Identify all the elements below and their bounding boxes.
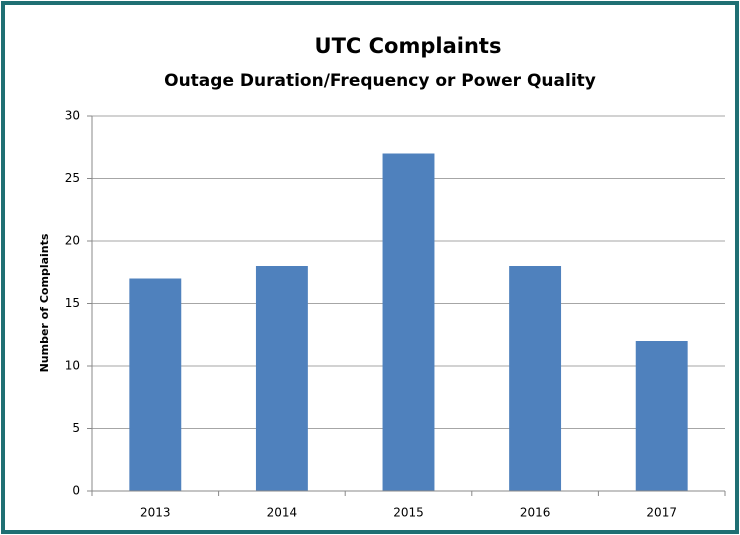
chart-subtitle: Outage Duration/Frequency or Power Quali…: [164, 71, 596, 91]
bar: [382, 153, 435, 491]
y-tick-label: 30: [65, 109, 80, 123]
y-tick-label: 10: [65, 359, 80, 373]
bar: [129, 278, 182, 491]
y-tick-label: 0: [72, 484, 80, 498]
bar: [509, 266, 562, 491]
x-tick-label: 2014: [267, 506, 298, 520]
x-tick-label: 2013: [140, 506, 171, 520]
y-tick-label: 15: [65, 296, 80, 310]
y-axis-label: Number of Complaints: [38, 233, 51, 372]
x-tick-label: 2016: [520, 506, 551, 520]
chart-title: UTC Complaints: [315, 34, 502, 58]
y-tick-label: 20: [65, 234, 80, 248]
bar: [255, 266, 308, 491]
y-tick-label: 25: [65, 171, 80, 185]
bar: [635, 341, 688, 491]
x-tick-label: 2015: [393, 506, 424, 520]
y-tick-label: 5: [72, 421, 80, 435]
x-tick-label: 2017: [646, 506, 677, 520]
